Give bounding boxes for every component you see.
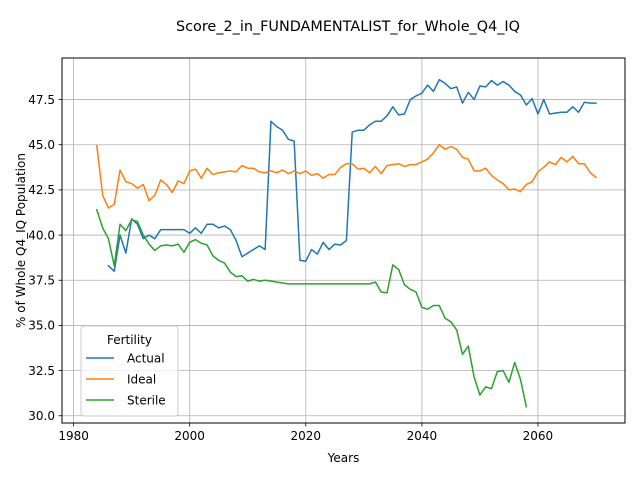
x-tick-label: 2000 <box>174 429 205 443</box>
y-tick-label: 42.5 <box>28 183 55 197</box>
y-tick-label: 40.0 <box>28 228 55 242</box>
x-axis: 1980 2000 2020 2040 2060 <box>58 423 553 443</box>
y-tick-label: 47.5 <box>28 93 55 107</box>
y-axis-label: % of Whole Q4_IQ Population <box>14 153 28 328</box>
y-tick-label: 37.5 <box>28 274 55 288</box>
series-line-sterile <box>95 208 528 408</box>
legend-items: Actual Ideal Sterile <box>86 351 166 407</box>
series-lines <box>95 78 598 408</box>
legend-label-ideal: Ideal <box>127 372 156 386</box>
legend-label-sterile: Sterile <box>127 393 166 407</box>
x-tick-label: 2060 <box>523 429 554 443</box>
plot-area-frame <box>61 57 626 424</box>
y-tick-label: 30.0 <box>28 409 55 423</box>
series-line-ideal <box>95 143 598 209</box>
x-axis-label: Years <box>327 451 360 465</box>
y-axis: 30.0 32.5 35.0 37.5 40.0 42.5 45.0 47.5 <box>28 93 62 423</box>
x-tick-label: 2040 <box>407 429 438 443</box>
legend-label-actual: Actual <box>127 351 165 365</box>
legend-title: Fertility <box>107 333 152 347</box>
grid <box>62 58 625 423</box>
series-line-actual <box>107 78 597 272</box>
chart-title: Score_2_in_FUNDAMENTALIST_for_Whole_Q4_I… <box>176 19 520 35</box>
y-tick-label: 45.0 <box>28 138 55 152</box>
y-tick-label: 32.5 <box>28 364 55 378</box>
y-tick-label: 35.0 <box>28 319 55 333</box>
legend-box <box>80 325 179 417</box>
x-tick-label: 1980 <box>58 429 89 443</box>
legend: Fertility Actual Ideal Sterile <box>80 325 179 417</box>
x-tick-label: 2020 <box>290 429 321 443</box>
